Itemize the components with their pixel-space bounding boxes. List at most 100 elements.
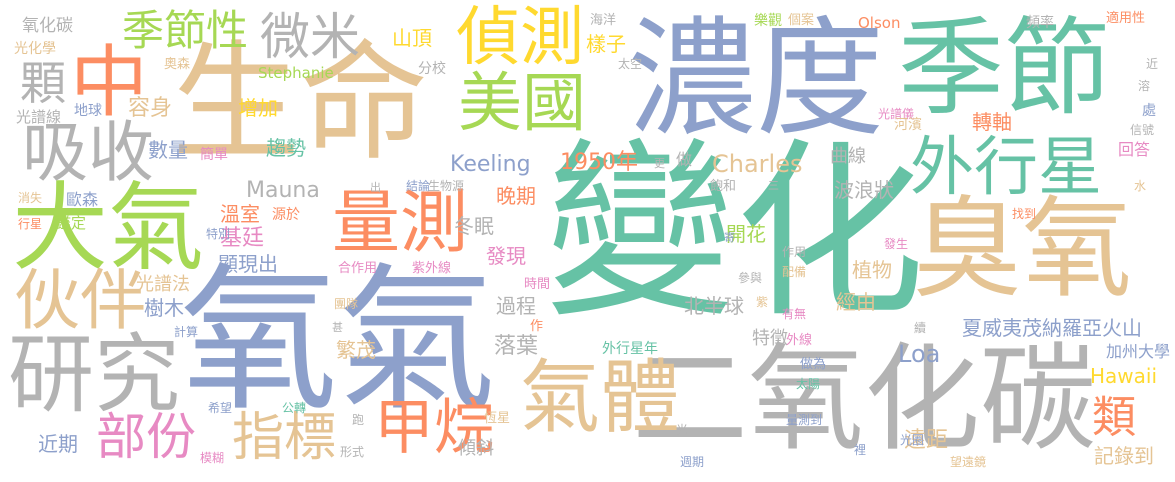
word: 寄 (724, 231, 735, 244)
word: 山頂 (392, 26, 432, 50)
word: 生命 (172, 29, 429, 178)
word: 裡 (854, 443, 867, 457)
word: 落葉 (494, 334, 539, 359)
word: 源於 (272, 207, 300, 223)
word: 光譜法 (136, 274, 190, 295)
word: 類 (1092, 392, 1136, 443)
word: 季節 (898, 7, 1110, 130)
word: 恆星 (484, 411, 511, 426)
word: 河濱 (894, 117, 922, 133)
word: 信號 (1130, 123, 1155, 137)
word: 做 (676, 150, 693, 169)
word: 傾斜 (458, 438, 494, 459)
word: 繁茂 (336, 338, 376, 362)
word: 行星 (18, 217, 43, 231)
word: 發現 (486, 244, 526, 268)
word: 數量 (148, 138, 188, 162)
word: 夏威夷茂納羅亞火山 (962, 316, 1142, 340)
word: Mauna (246, 178, 320, 203)
word: 海洋 (590, 13, 617, 28)
word: 光譜線 (16, 108, 62, 126)
word: 特別 (206, 227, 231, 241)
word: Hawaii (1090, 364, 1158, 388)
word: 生物源 (428, 179, 465, 193)
word: 甲烷 (374, 393, 494, 463)
word: 變化 (545, 122, 926, 343)
word: 個案 (788, 13, 815, 28)
word: 濃度 (628, 5, 885, 154)
word: 紫 (756, 295, 769, 309)
word: 模糊 (200, 451, 225, 465)
word: 氧氣 (180, 249, 496, 433)
word: 中 (70, 38, 149, 128)
word: 開花 (726, 222, 766, 246)
word: 吸收 (22, 114, 154, 191)
word: 外行星年 (602, 341, 658, 357)
word: 找到 (1012, 207, 1037, 221)
word: 參與 (738, 271, 763, 285)
word: Olson (858, 14, 901, 32)
word: 配備 (782, 265, 807, 279)
word: 更 (654, 157, 665, 170)
word: 植物 (852, 258, 892, 282)
word: 作 (530, 319, 544, 334)
word: 有無 (782, 307, 807, 321)
word: 轉軸 (972, 110, 1012, 134)
word: 簡單 (200, 147, 228, 163)
word: 1950年 (560, 150, 638, 175)
word: 基廷 (220, 226, 265, 251)
word: 週期 (680, 455, 705, 469)
word: 遠距 (904, 428, 949, 453)
word: 樹木 (144, 296, 184, 320)
word: 續 (914, 321, 927, 335)
word: 波浪狀 (834, 178, 894, 202)
word: 微米 (260, 8, 360, 66)
word: 跑 (352, 413, 365, 427)
word: 樣子 (586, 32, 626, 56)
word: 奧森 (164, 57, 191, 72)
word: 部份 (96, 408, 196, 466)
word: 曲線 (830, 146, 866, 167)
word: 氣體 (520, 351, 680, 444)
word: 結論 (406, 179, 431, 193)
word: 顯現出 (218, 252, 278, 276)
word: 增加 (238, 96, 278, 120)
word: 趨勢 (266, 136, 306, 160)
word: 近 (1146, 57, 1159, 71)
word: Loa (898, 340, 941, 368)
word: 發生 (884, 237, 909, 251)
word: 紫外線 (412, 261, 452, 276)
word: 回答 (1118, 140, 1151, 159)
word: 甚 (332, 321, 343, 334)
word: 出 (370, 181, 381, 194)
word: 外行星 (910, 131, 1102, 205)
word: 歐森 (66, 190, 99, 209)
word: 太陽 (796, 377, 821, 391)
word: 加州大學 (1106, 342, 1171, 361)
word: 水 (1134, 179, 1147, 193)
word: Charles (712, 150, 803, 178)
word: 二氧化碳 (632, 332, 1096, 467)
word: 季節性 (122, 6, 249, 55)
word: 光譜儀 (878, 107, 915, 121)
word: 研究 (8, 325, 180, 425)
word: 形式 (340, 445, 365, 459)
word: 近期 (38, 432, 78, 456)
word: 希望 (208, 401, 233, 415)
word: 頻率 (1026, 15, 1054, 31)
word: 北半球 (684, 294, 744, 318)
word: 光化學 (14, 41, 56, 57)
word: 樂觀 (754, 13, 782, 29)
word: 冬眠 (454, 214, 494, 238)
word: 光圈 (900, 433, 925, 447)
word: 計算 (174, 325, 199, 339)
word: Stephanie (258, 64, 334, 82)
word: 經由 (836, 290, 876, 314)
word: 氧化碳 (22, 16, 73, 36)
word: Keeling (450, 152, 531, 177)
word: 作用 (782, 245, 807, 259)
word: 晚期 (496, 184, 536, 208)
word: 偵測 (456, 1, 584, 75)
word: 分校 (418, 61, 446, 77)
word: 太空 (618, 57, 643, 71)
